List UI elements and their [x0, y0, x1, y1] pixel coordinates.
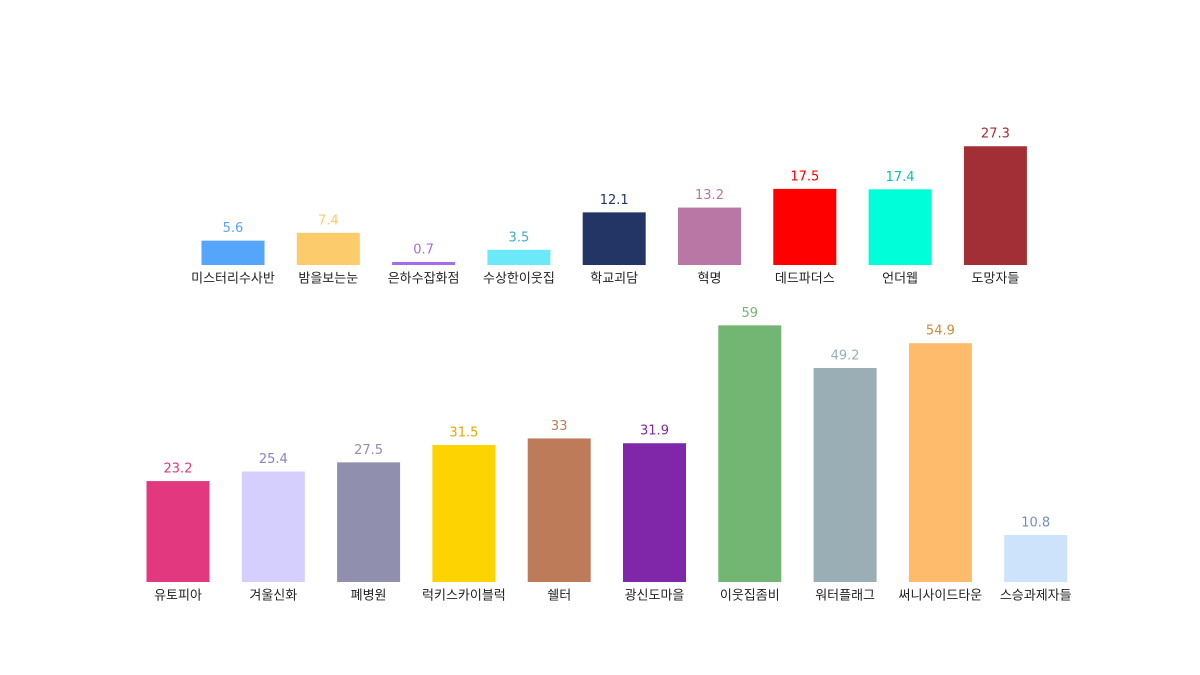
value-label: 17.4: [886, 170, 915, 185]
category-label: 도망자들: [971, 272, 1019, 287]
bar: [432, 444, 496, 582]
bar: [146, 481, 210, 582]
bar: [582, 212, 646, 265]
category-label: 미스터리수사반: [191, 272, 275, 287]
bar: [487, 249, 551, 265]
category-label: 데드파더스: [775, 272, 835, 287]
value-label: 0.7: [413, 242, 434, 257]
value-label: 31.9: [640, 424, 669, 439]
category-label: 쉘터: [547, 589, 571, 604]
category-label: 은하수잡화점: [388, 272, 460, 287]
bar: [296, 232, 360, 265]
category-label: 겨울신화: [249, 589, 297, 604]
bar: [718, 325, 782, 582]
category-label: 폐병원: [351, 589, 387, 604]
value-label: 59: [742, 306, 759, 321]
bar: [201, 240, 265, 265]
bar: [678, 207, 741, 265]
value-label: 54.9: [926, 324, 955, 339]
bar: [337, 462, 401, 582]
value-label: 49.2: [831, 348, 860, 363]
value-label: 31.5: [449, 425, 478, 440]
bar: [868, 189, 932, 265]
value-label: 3.5: [509, 230, 530, 245]
bar: [908, 343, 972, 582]
bar: [813, 367, 877, 582]
value-label: 33: [551, 419, 568, 434]
value-label: 7.4: [318, 213, 339, 228]
bar: [1004, 535, 1068, 582]
bar: [773, 188, 837, 265]
value-label: 23.2: [164, 462, 193, 477]
value-label: 13.2: [695, 188, 724, 203]
bar: [623, 443, 686, 582]
category-label: 학교괴담: [590, 272, 638, 287]
value-label: 25.4: [259, 452, 288, 467]
value-label: 5.6: [223, 221, 244, 236]
category-label: 워터플래그: [815, 589, 875, 604]
bar: [963, 146, 1027, 265]
bar: [392, 261, 456, 265]
category-label: 수상한이웃집: [483, 272, 555, 287]
category-label: 유토피아: [154, 589, 202, 604]
value-label: 27.5: [354, 443, 383, 458]
value-label: 17.5: [790, 169, 819, 184]
bar: [241, 471, 305, 582]
value-label: 10.8: [1021, 516, 1050, 531]
category-label: 럭키스카이블럭: [422, 589, 506, 604]
category-label: 써니사이드타운: [899, 589, 983, 604]
value-label: 27.3: [981, 127, 1010, 142]
category-label: 밤을보는눈: [298, 272, 358, 287]
category-label: 스승과제자들: [1000, 589, 1072, 604]
category-label: 이웃집좀비: [720, 589, 780, 604]
bar: [527, 438, 591, 582]
category-label: 광신도마을: [625, 589, 685, 604]
category-label: 혁명: [698, 272, 722, 287]
value-label: 12.1: [600, 193, 629, 208]
category-label: 언더웹: [882, 272, 918, 287]
